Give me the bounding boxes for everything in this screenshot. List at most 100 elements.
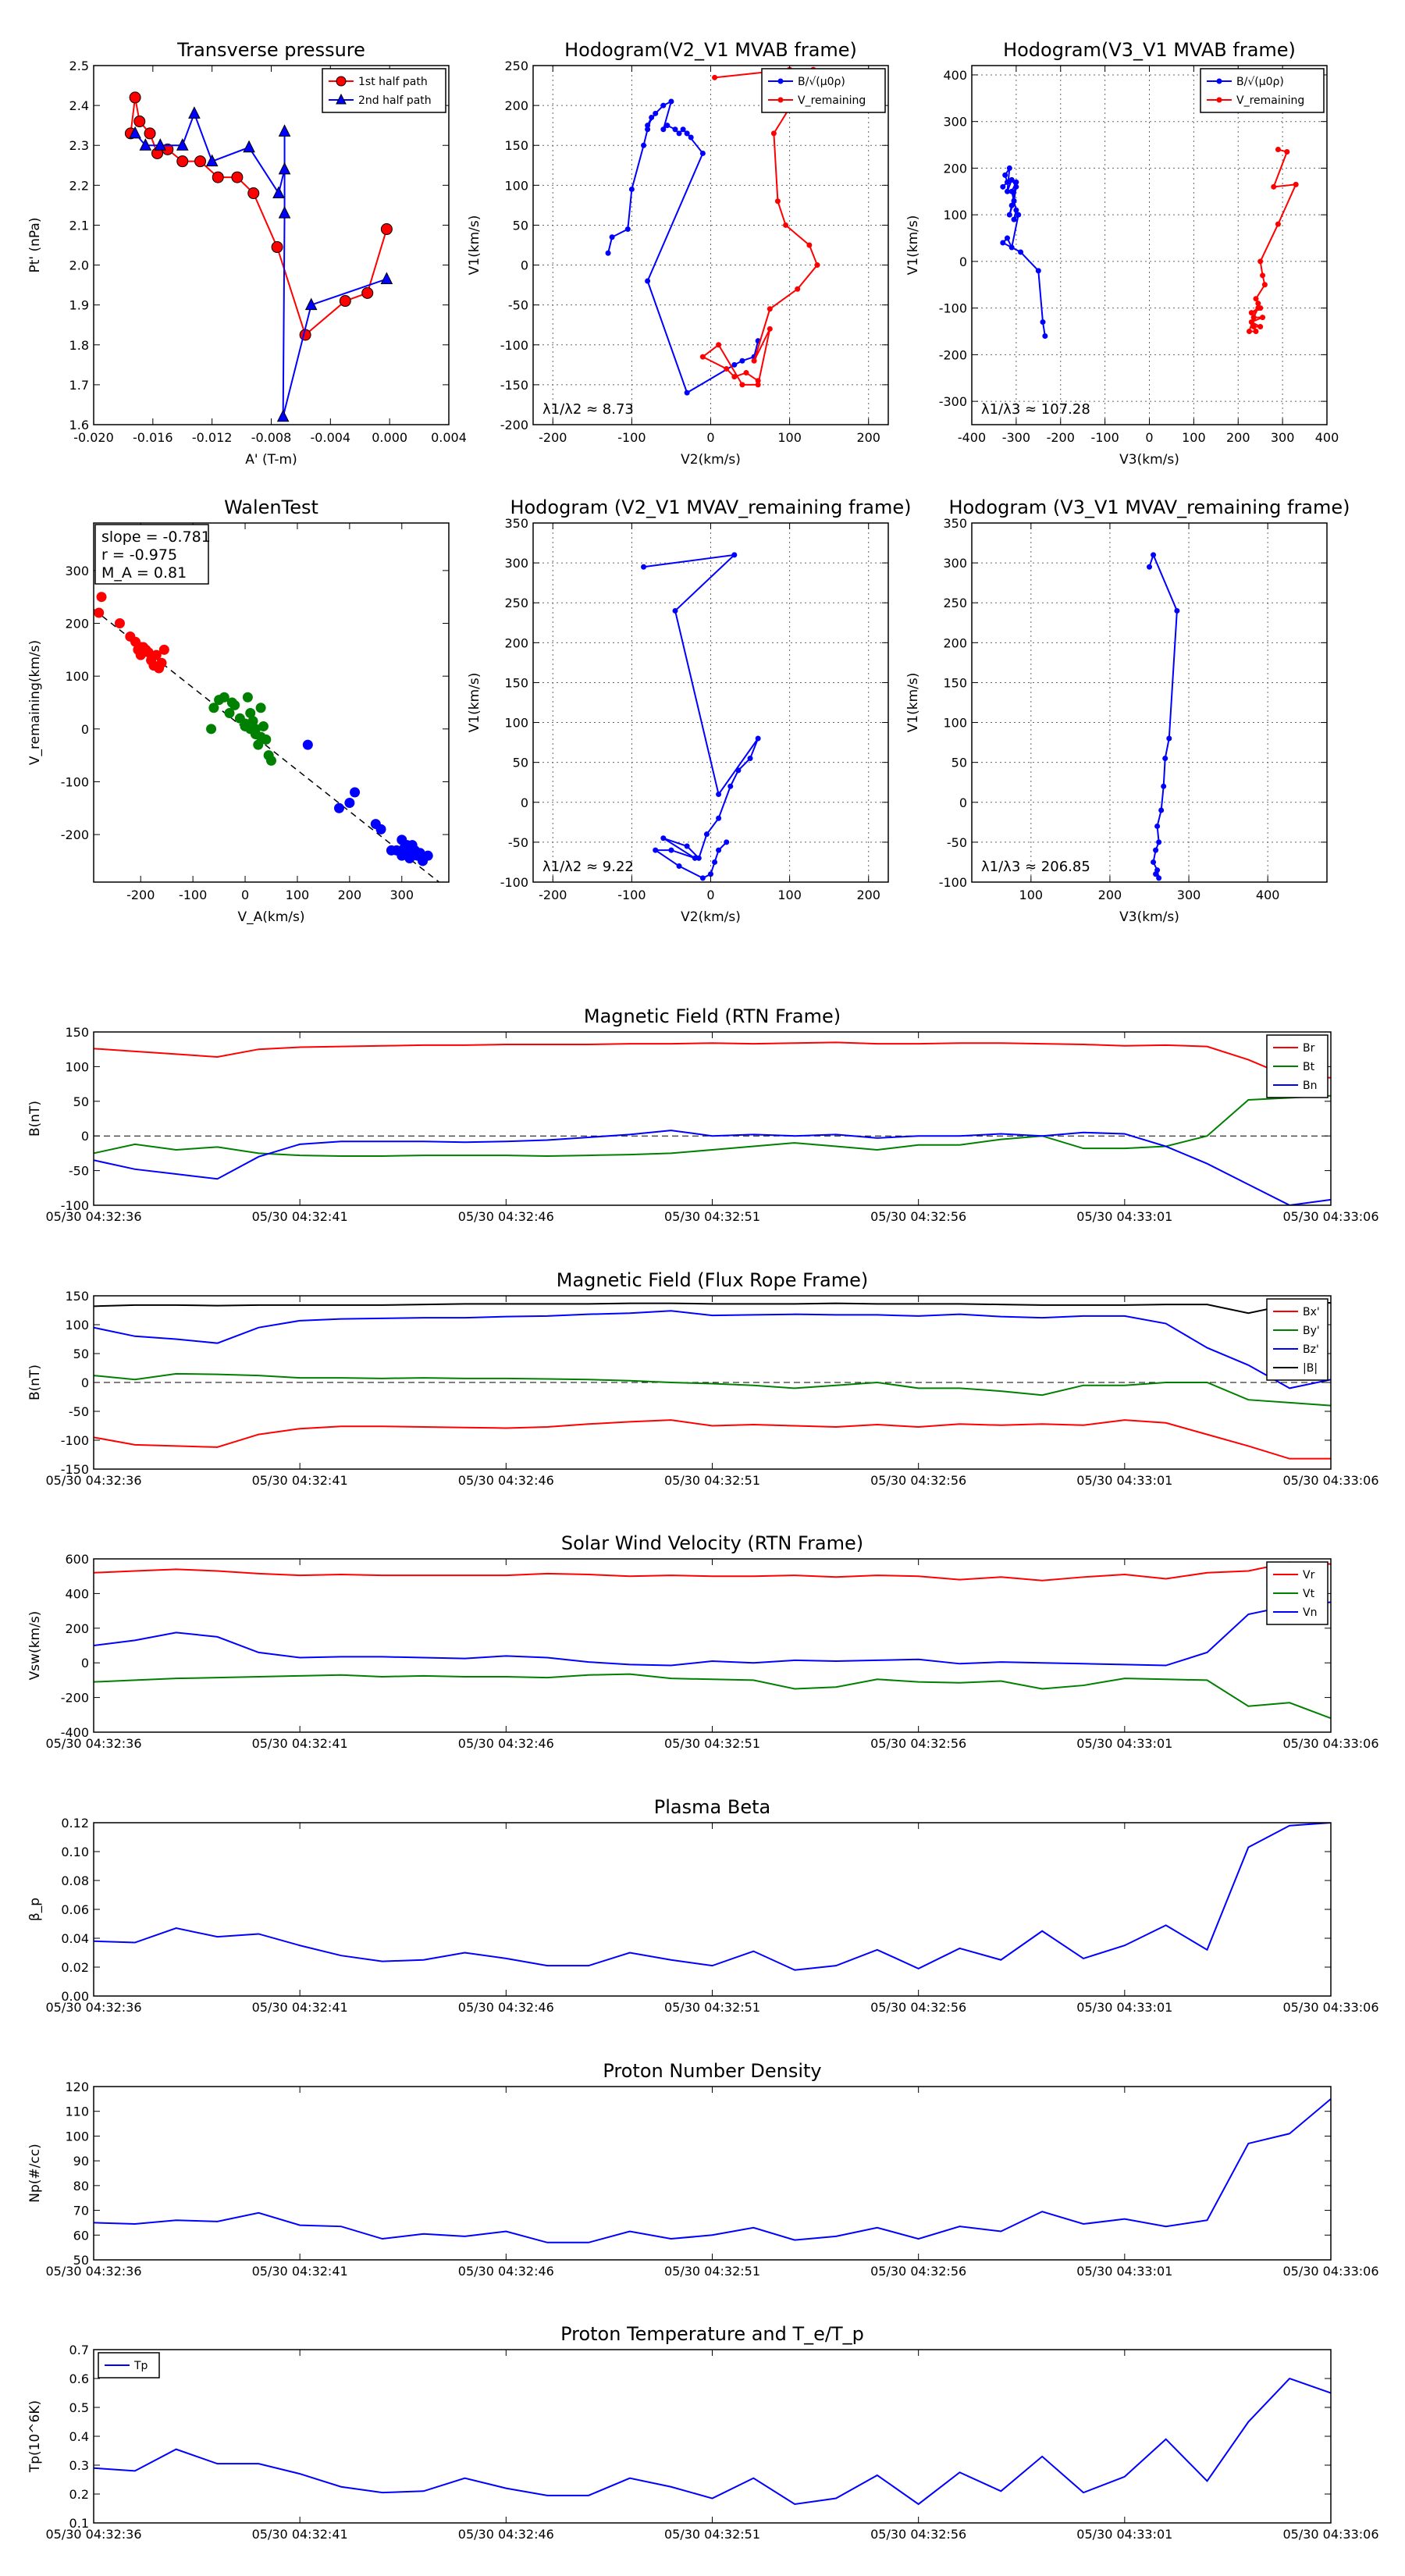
y-tick-label: -100 [61, 1198, 89, 1213]
series-line-2 [94, 1673, 1331, 1720]
y-tick-label: 0 [81, 1656, 89, 1670]
x-tick-label: 05/30 04:32:46 [458, 1209, 554, 1224]
data-point [1248, 310, 1254, 316]
y-tick-label: 150 [943, 675, 967, 690]
legend: Vr Vt Vn [1266, 1561, 1329, 1625]
data-point [609, 234, 615, 240]
y-tick-label: -50 [508, 835, 528, 850]
data-point [94, 607, 105, 618]
ratio-annotation: λ1/λ3 ≈ 206.85 [981, 859, 1090, 875]
data-point [624, 226, 631, 233]
legend-box [322, 68, 446, 113]
data-point [231, 171, 244, 183]
data-point [731, 361, 738, 368]
chart-panel-7: 05/30 04:32:36 05/30 04:32:41 05/30 04:32:… [27, 1005, 1379, 1224]
data-point [214, 695, 225, 706]
y-tick-label: 200 [504, 635, 528, 650]
series-line-1 [94, 2377, 1331, 2506]
data-point [333, 802, 344, 813]
data-point [129, 126, 141, 139]
x-tick-label: 200 [1098, 888, 1122, 902]
data-point [1040, 319, 1046, 326]
data-point [672, 607, 678, 614]
y-tick-label: 50 [73, 1094, 89, 1109]
x-tick-label: 0.004 [431, 430, 467, 445]
x-tick-label: 05/30 04:33:01 [1076, 2527, 1172, 2542]
x-tick-label: 05/30 04:32:51 [664, 1473, 760, 1488]
data-point [695, 855, 702, 861]
y-tick-label: 250 [504, 59, 528, 73]
data-point [194, 155, 206, 168]
data-point [724, 365, 730, 372]
legend-box [1200, 68, 1325, 113]
y-tick-label: 100 [943, 716, 967, 731]
y-tick-label: 100 [65, 1318, 89, 1332]
data-point [664, 123, 670, 129]
y-tick-label: 110 [65, 2105, 89, 2119]
data-point [1255, 305, 1261, 311]
y-tick-label: 0.06 [61, 1902, 89, 1917]
data-point [716, 792, 722, 798]
data-point [770, 130, 777, 137]
data-point [712, 74, 718, 80]
x-tick-label: 05/30 04:32:56 [870, 2000, 966, 2015]
legend-marker [1216, 78, 1222, 84]
chart-panel-2: -200 -100 0 100 200 -200 -150 -100 -50 0 50 100 150 2… [467, 39, 889, 468]
x-tick-label: -0.008 [251, 430, 292, 445]
data-point [1008, 176, 1015, 183]
series-line-1 [130, 97, 388, 336]
data-point [151, 649, 162, 660]
data-point [380, 272, 393, 284]
y-tick-label: 350 [504, 516, 528, 531]
x-axis-label: V2(km/s) [681, 909, 741, 925]
series-line-1 [94, 1041, 1331, 1079]
data-point [1005, 179, 1010, 185]
data-point [266, 755, 276, 766]
data-point [641, 142, 647, 148]
legend-marker [777, 97, 784, 103]
y-tick-label: -300 [939, 394, 967, 409]
x-tick-label: 05/30 04:32:46 [458, 2264, 554, 2279]
x-tick-label: 05/30 04:32:51 [664, 2264, 760, 2279]
x-tick-label: 05/30 04:32:51 [664, 1736, 760, 1751]
y-tick-label: 90 [73, 2154, 89, 2169]
data-point [205, 154, 219, 167]
data-point [692, 855, 698, 861]
y-tick-label: 80 [73, 2179, 89, 2194]
data-point [699, 354, 706, 360]
legend-label: Bx' [1303, 1306, 1320, 1318]
y-tick-label: 200 [65, 617, 89, 632]
data-point [1166, 735, 1172, 742]
data-point [1013, 207, 1019, 213]
chart-panel-6: 100 200 300 400 -100 -50 0 50 100 150 200 250 300 350… [905, 496, 1350, 925]
data-point [1253, 296, 1259, 302]
data-point [1005, 188, 1010, 194]
data-point [605, 250, 611, 256]
data-point [133, 116, 146, 128]
data-point [716, 847, 722, 853]
x-axis-label: V3(km/s) [1119, 909, 1179, 925]
x-tick-label: -400 [958, 430, 986, 445]
data-point [243, 140, 255, 153]
legend-label: B/√(μ0ρ) [798, 76, 845, 88]
y-tick-label: 400 [943, 68, 967, 83]
data-point [344, 798, 355, 809]
data-point [645, 123, 651, 129]
y-tick-label: 300 [943, 115, 967, 130]
data-point [649, 114, 655, 120]
x-axis-label: V2(km/s) [681, 452, 741, 468]
data-point [814, 262, 820, 269]
data-point [684, 390, 690, 396]
y-tick-label: -100 [939, 875, 967, 890]
y-tick-label: -50 [69, 1404, 89, 1419]
stats-line: M_A = 0.81 [101, 564, 187, 582]
chart-title: Magnetic Field (RTN Frame) [584, 1005, 841, 1027]
x-tick-label: 05/30 04:32:46 [458, 1473, 554, 1488]
data-point [176, 138, 189, 151]
data-point [645, 126, 651, 133]
legend-label: V_remaining [798, 94, 866, 107]
x-tick-label: 05/30 04:32:51 [664, 2000, 760, 2015]
series-line-2 [701, 69, 819, 386]
chart-panel-9: 05/30 04:32:36 05/30 04:32:41 05/30 04:32:… [27, 1532, 1379, 1751]
